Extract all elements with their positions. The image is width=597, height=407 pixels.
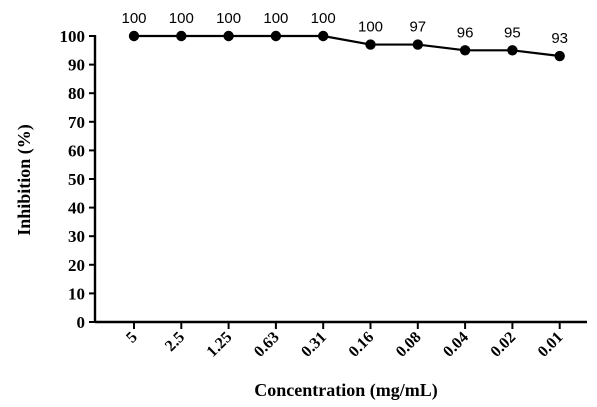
y-tick-label: 10 bbox=[68, 284, 85, 303]
y-tick-label: 60 bbox=[68, 141, 85, 160]
data-point bbox=[128, 30, 140, 42]
x-tick-label: 0.01 bbox=[535, 329, 567, 361]
data-label: 93 bbox=[551, 30, 568, 47]
x-tick-label: 0.63 bbox=[251, 329, 283, 361]
data-point bbox=[365, 39, 376, 50]
data-label: 100 bbox=[263, 10, 288, 27]
y-tick-label: 50 bbox=[68, 170, 85, 189]
x-tick-label: 0.08 bbox=[393, 329, 425, 361]
data-label: 97 bbox=[409, 19, 426, 36]
series bbox=[128, 30, 565, 62]
data-point bbox=[554, 50, 565, 62]
data-labels: 100 100 100 100 100 100 97 96 95 93 bbox=[121, 10, 568, 47]
x-tick-label: 0.31 bbox=[298, 329, 330, 361]
y-tick-label: 30 bbox=[68, 227, 85, 246]
y-tick-label: 100 bbox=[60, 27, 86, 46]
y-tick-label: 40 bbox=[68, 199, 85, 218]
y-tick-label: 0 bbox=[77, 313, 86, 332]
data-point bbox=[223, 30, 234, 42]
x-axis-title: Concentration (mg/mL) bbox=[254, 380, 437, 401]
x-tick-label: 0.04 bbox=[440, 329, 472, 361]
data-label: 95 bbox=[504, 24, 521, 41]
x-tick-label: 2.5 bbox=[162, 329, 188, 355]
data-label: 100 bbox=[121, 10, 146, 27]
data-point bbox=[412, 39, 423, 50]
inhibition-series-line bbox=[134, 34, 560, 58]
data-point bbox=[318, 30, 329, 42]
data-point bbox=[270, 30, 282, 42]
x-tick-label: 0.16 bbox=[346, 329, 378, 361]
data-label: 100 bbox=[311, 10, 336, 27]
x-tick-label: 1.25 bbox=[204, 329, 236, 361]
y-tick-label: 90 bbox=[68, 56, 85, 75]
y-tick-label: 20 bbox=[68, 256, 85, 275]
y-tick-label: 70 bbox=[68, 113, 85, 132]
data-label: 100 bbox=[358, 19, 383, 36]
x-tick-label: 5 bbox=[123, 329, 141, 347]
data-label: 96 bbox=[457, 24, 474, 41]
data-point bbox=[459, 45, 471, 56]
data-point bbox=[507, 45, 518, 56]
data-label: 100 bbox=[169, 10, 194, 27]
axes: 0 10 20 30 40 50 60 70 80 90 100 5 2.5 1.25 0.63 0.31 0.… bbox=[60, 27, 587, 361]
y-tick-label: 80 bbox=[68, 84, 85, 103]
y-axis-title: Inhibition (%) bbox=[14, 124, 35, 236]
data-point bbox=[176, 30, 187, 42]
x-tick-label: 0.02 bbox=[487, 329, 519, 361]
data-label: 100 bbox=[216, 10, 241, 27]
